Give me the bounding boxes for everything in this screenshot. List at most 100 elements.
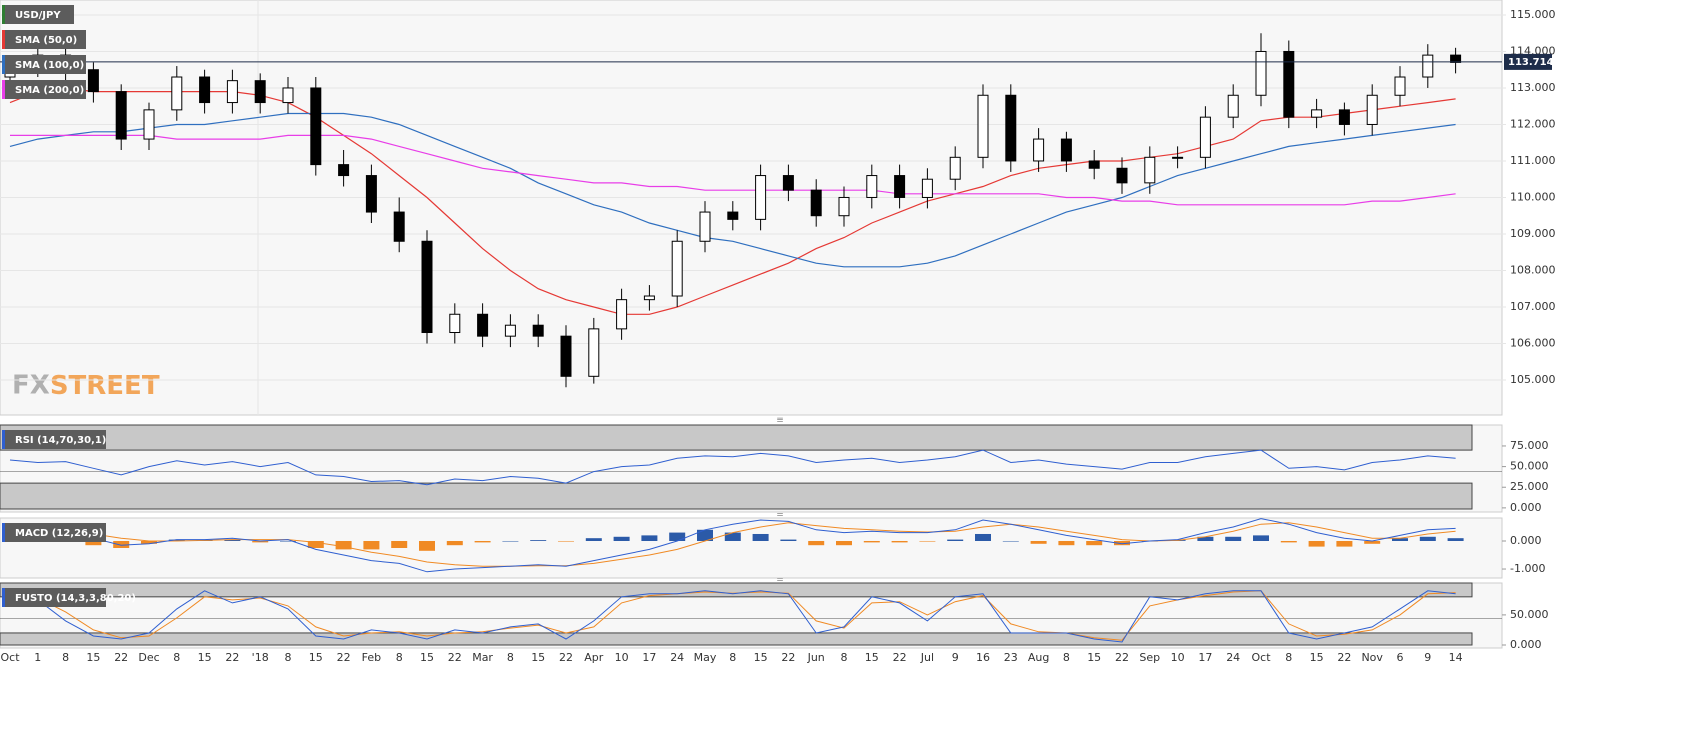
histogram-bar	[113, 540, 130, 548]
legend-label: SMA (100,0)	[15, 60, 84, 71]
candle-body	[671, 240, 683, 297]
histogram-bar	[280, 540, 296, 542]
x-tick-label: 15	[754, 651, 768, 664]
x-tick-label: 8	[729, 651, 736, 664]
histogram-bar	[836, 540, 852, 546]
chart-title: USD/JPY	[15, 10, 61, 21]
histogram-bar	[863, 540, 880, 543]
series-line	[9, 87, 1456, 315]
y-tick-label: 115.000	[1510, 8, 1556, 21]
label-strip	[2, 430, 5, 449]
panel-label	[2, 588, 106, 607]
x-tick-label: 22	[1337, 651, 1351, 664]
histogram-bar	[1002, 540, 1019, 542]
candle-body	[643, 295, 655, 301]
x-tick-label: 16	[976, 651, 990, 664]
x-tick-label: 1	[34, 651, 41, 664]
panel-title: FUSTO (14,3,3,80,20)	[15, 593, 136, 604]
panel-label	[2, 5, 74, 24]
x-tick-label: 15	[309, 651, 323, 664]
x-tick-label: 15	[420, 651, 434, 664]
histogram-bar	[752, 533, 769, 541]
x-tick-label: 15	[1310, 651, 1324, 664]
label-box	[2, 55, 86, 74]
candle-body	[699, 211, 711, 242]
candle-body	[282, 87, 294, 104]
x-tick-label: 22	[448, 651, 462, 664]
histogram-bar	[1336, 540, 1353, 547]
x-tick-label: Feb	[362, 651, 381, 664]
histogram-bar	[168, 539, 185, 541]
panel-label	[2, 55, 86, 74]
candle-body	[588, 328, 600, 377]
histogram-bar	[891, 540, 908, 543]
candle-body	[1060, 138, 1072, 162]
x-tick-label: 22	[225, 651, 239, 664]
upper-band	[0, 582, 1473, 598]
histogram-bar	[85, 540, 102, 546]
candle-body	[1255, 50, 1267, 96]
x-tick-label: Apr	[584, 651, 604, 664]
series-line	[9, 449, 1456, 486]
series-line	[9, 590, 1456, 643]
histogram-bar	[446, 540, 463, 546]
x-tick-label: Dec	[138, 651, 159, 664]
watermark: FXSTREET	[12, 371, 160, 401]
y-tick-label: 106.000	[1510, 336, 1556, 349]
x-tick-label: 6	[1397, 651, 1404, 664]
x-tick-label: 24	[1226, 651, 1240, 664]
candle-body	[532, 324, 544, 337]
y-tick-label: 50.000	[1510, 460, 1549, 473]
x-tick-label: 24	[670, 651, 684, 664]
histogram-bar	[1280, 540, 1297, 543]
x-tick-label: 17	[642, 651, 656, 664]
histogram-bar	[585, 538, 602, 541]
candle-body	[199, 76, 211, 104]
histogram-bar	[530, 540, 547, 541]
label-box	[2, 430, 106, 449]
histogram-bar	[307, 540, 324, 548]
x-tick-label: 8	[1285, 651, 1292, 664]
candle-body	[504, 324, 516, 337]
x-tick-label: 22	[559, 651, 573, 664]
histogram-bar	[558, 540, 574, 542]
x-tick-label: 22	[893, 651, 907, 664]
y-tick-label: 108.000	[1510, 263, 1556, 276]
candle-body	[894, 175, 906, 198]
main-panel	[0, 0, 1503, 416]
candle-body	[838, 196, 850, 217]
x-tick-label: 15	[865, 651, 879, 664]
label-strip	[2, 523, 5, 542]
x-tick-label: 8	[173, 651, 180, 664]
x-tick-label: 15	[86, 651, 100, 664]
y-tick-label: 0.000	[1510, 534, 1542, 547]
candle-body	[1338, 109, 1350, 125]
x-tick-label: '18	[252, 651, 269, 664]
x-tick-label: 10	[1171, 651, 1185, 664]
x-tick-label: Mar	[472, 651, 493, 664]
y-tick-label: 25.000	[1510, 480, 1549, 493]
histogram-bar	[1086, 540, 1103, 546]
separator: ≡	[776, 575, 784, 585]
label-strip	[2, 30, 5, 49]
histogram-bar	[1114, 540, 1130, 546]
candle-body	[310, 87, 322, 166]
histogram-bar	[1308, 540, 1325, 547]
y-tick-label: 75.000	[1510, 439, 1549, 452]
candle-body	[1227, 94, 1239, 118]
x-tick-label: Aug	[1028, 651, 1049, 664]
histogram-bar	[919, 540, 936, 542]
panel-title: RSI (14,70,30,1)	[15, 435, 106, 446]
x-tick-label: 22	[781, 651, 795, 664]
candle-body	[1172, 156, 1184, 159]
x-tick-label: 22	[1115, 651, 1129, 664]
histogram-bar	[1364, 540, 1381, 544]
candle-body	[727, 211, 739, 220]
histogram-bar	[1225, 536, 1242, 541]
histogram-bar	[1419, 536, 1436, 541]
upper-band	[0, 424, 1473, 451]
x-tick-label: 8	[396, 651, 403, 664]
histogram-bar	[502, 540, 519, 542]
label-box	[2, 588, 106, 607]
